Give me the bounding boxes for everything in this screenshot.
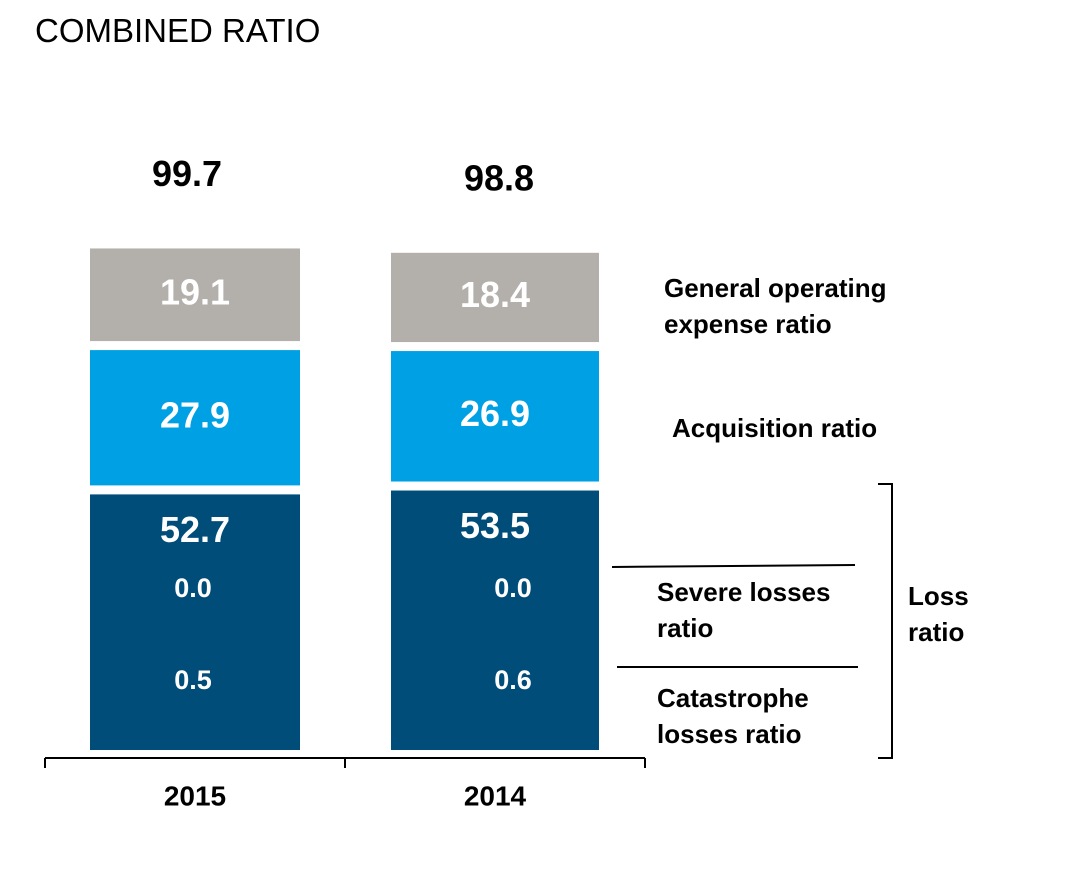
sub-value-label: 0.6 [494,665,532,695]
bar-segment [90,350,300,486]
bar-segment [391,490,599,750]
loss-bracket [878,483,893,759]
bar-segment [90,248,300,342]
legend-label: Severe losses ratio [657,577,831,643]
bar-value-label: 53.5 [460,505,530,546]
bar-value-label: 26.9 [460,393,530,434]
bar-value-label: 52.7 [160,509,230,550]
bar-segment [391,252,599,343]
bar-value-label: 18.4 [460,274,530,315]
sub-value-label: 0.5 [174,665,212,695]
bar-segment [90,494,300,750]
total-label: 98.8 [464,157,534,198]
x-tick-label: 2014 [464,780,527,811]
sub-value-label: 0.0 [494,573,532,603]
legend-label: Catastrophe losses ratio [657,683,809,749]
sub-value-label: 0.0 [174,573,212,603]
bar-value-label: 27.9 [160,394,230,435]
bar-value-label: 19.1 [160,271,230,312]
divider-line [611,564,856,568]
legend-label: General operating expense ratio [664,273,887,339]
x-tick-label: 2015 [164,780,226,811]
legend-label: Loss ratio [908,581,969,647]
bar-segment [391,351,599,482]
total-label: 99.7 [152,153,222,194]
legend-label: Acquisition ratio [672,413,878,443]
chart-title: COMBINED RATIO [35,12,321,49]
